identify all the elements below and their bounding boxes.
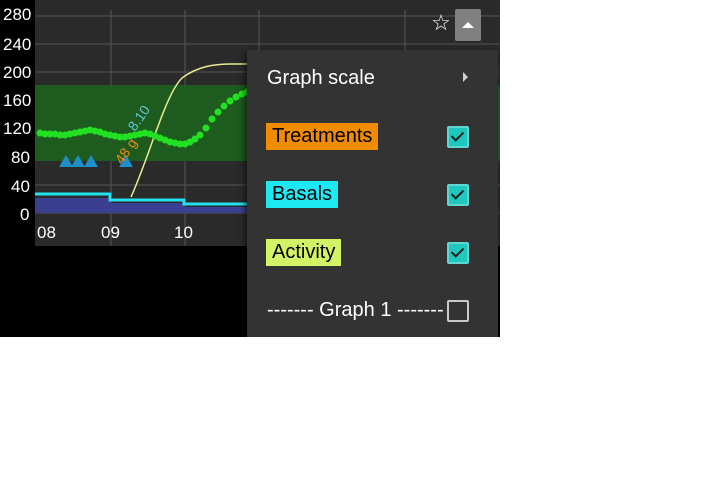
bg-dot <box>196 131 204 139</box>
bg-dot <box>176 140 184 148</box>
y-tick-label: 120 <box>3 119 31 138</box>
bolus-triangle <box>84 155 98 167</box>
x-axis-labels: 08 09 10 <box>37 223 193 242</box>
x-tick-label: 10 <box>174 223 193 242</box>
y-axis-labels: 280 240 200 160 120 80 40 0 <box>3 5 31 224</box>
x-tick-label: 08 <box>37 223 56 242</box>
activity-checkbox[interactable] <box>447 242 469 264</box>
bg-readings <box>36 88 251 148</box>
bg-dot <box>232 93 240 101</box>
bolus-triangle <box>119 155 133 167</box>
bg-dot <box>56 131 64 139</box>
treatments-label: Treatments <box>266 123 379 150</box>
basal-line <box>35 192 259 206</box>
bg-dot <box>41 130 49 138</box>
graph1-checkbox[interactable] <box>447 300 469 322</box>
bg-dot <box>191 135 199 143</box>
bg-graph-panel[interactable]: 8.10 48 g 280 240 200 160 120 80 40 0 08… <box>0 0 500 337</box>
y-tick-label: 160 <box>3 91 31 110</box>
x-tick-label: 09 <box>101 223 120 242</box>
activity-label: Activity <box>266 239 342 266</box>
bg-dot <box>220 102 228 110</box>
bg-dot <box>214 108 222 116</box>
collapse-graph-button[interactable] <box>455 9 481 41</box>
graph-scale-label: Graph scale <box>267 67 375 89</box>
basals-checkbox[interactable] <box>447 184 469 206</box>
bg-dot <box>116 133 124 141</box>
treatments-checkbox[interactable] <box>447 126 469 148</box>
chevron-up-icon <box>462 22 474 28</box>
y-tick-label: 0 <box>20 205 29 224</box>
basals-label: Basals <box>266 181 339 208</box>
graph1-label: ------- Graph 1 ------- <box>267 299 444 321</box>
star-icon[interactable]: ☆ <box>431 10 451 35</box>
bg-dot <box>226 97 234 105</box>
y-tick-label: 240 <box>3 35 31 54</box>
bolus-triangle <box>71 155 85 167</box>
menu-item-graph-scale[interactable]: Graph scale <box>247 50 498 108</box>
basal-area <box>35 198 259 213</box>
y-tick-label: 40 <box>11 177 30 196</box>
y-tick-label: 200 <box>3 63 31 82</box>
bolus-markers <box>59 155 133 167</box>
y-tick-label: 80 <box>11 148 30 167</box>
menu-item-graph1[interactable]: ------- Graph 1 ------- <box>247 282 498 337</box>
graph-options-menu: Graph scale Treatments Basals Activity -… <box>247 50 498 337</box>
bg-dot <box>46 130 54 138</box>
y-tick-label: 280 <box>3 5 31 24</box>
menu-item-activity[interactable]: Activity <box>247 224 498 282</box>
activity-curve <box>130 63 247 198</box>
menu-item-treatments[interactable]: Treatments <box>247 108 498 166</box>
bolus-triangle <box>59 155 73 167</box>
submenu-arrow-icon <box>463 72 468 82</box>
bg-dot <box>208 115 216 123</box>
bg-dot <box>202 124 210 132</box>
menu-item-basals[interactable]: Basals <box>247 166 498 224</box>
